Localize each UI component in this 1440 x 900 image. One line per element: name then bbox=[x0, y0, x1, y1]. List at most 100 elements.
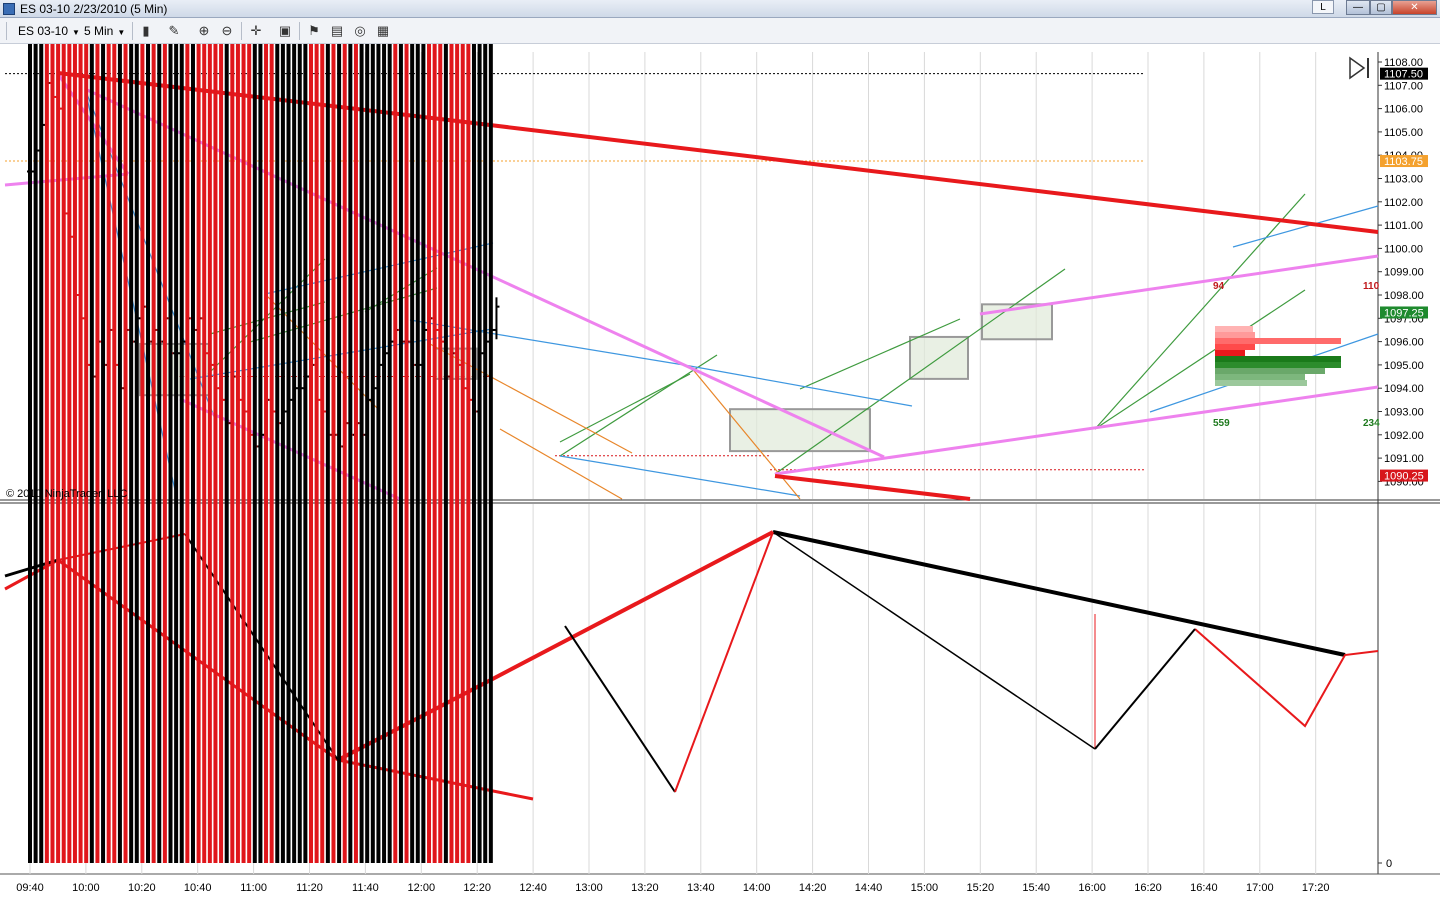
instrument-selector[interactable]: ES 03-10 ▼ bbox=[18, 23, 80, 39]
indicator-icon[interactable]: ▤ bbox=[330, 23, 344, 38]
volume-bar bbox=[488, 44, 493, 863]
channel-line bbox=[799, 318, 961, 390]
volume-bar bbox=[370, 44, 375, 863]
price-marker bbox=[1380, 306, 1428, 319]
volume-bar bbox=[78, 44, 83, 863]
time-tick-label: 12:00 bbox=[408, 882, 436, 894]
volume-bar bbox=[33, 44, 38, 863]
annotation-label: 559 bbox=[1213, 418, 1230, 429]
play-icon bbox=[1349, 56, 1366, 80]
volume-bar bbox=[376, 44, 381, 863]
volume-bar bbox=[72, 44, 77, 863]
time-tick-label: 14:40 bbox=[855, 882, 883, 894]
time-tick-label: 14:20 bbox=[799, 882, 827, 894]
link-button[interactable]: L bbox=[1312, 0, 1334, 14]
channel-line bbox=[559, 354, 718, 457]
volume-bar bbox=[101, 44, 106, 863]
volume-bar bbox=[286, 44, 291, 863]
toolbar-grip bbox=[6, 22, 7, 40]
volume-bar bbox=[202, 44, 207, 863]
price-marker-label: 1097.25 bbox=[1384, 307, 1424, 319]
volume-bar bbox=[207, 44, 212, 863]
volume-bar bbox=[146, 44, 151, 863]
volume-bar bbox=[134, 44, 139, 863]
time-tick-label: 11:40 bbox=[352, 882, 379, 894]
volume-bar bbox=[280, 44, 285, 863]
volume-bar bbox=[303, 44, 308, 863]
annotation-label: 94 bbox=[1213, 281, 1225, 292]
volume-bar bbox=[129, 44, 134, 863]
volume-bar bbox=[438, 44, 443, 863]
trend-line-red bbox=[774, 474, 971, 501]
volume-zigzag-line bbox=[337, 530, 774, 762]
volume-profile-bar bbox=[1215, 344, 1255, 350]
volume-bar bbox=[224, 44, 229, 863]
channel-line bbox=[1232, 205, 1379, 248]
time-tick-label: 17:20 bbox=[1302, 882, 1330, 894]
volume-profile-bar bbox=[1215, 356, 1341, 362]
price-marker-label: 1090.25 bbox=[1384, 471, 1424, 483]
volume-zigzag-line bbox=[564, 625, 676, 793]
zoom-out-icon[interactable]: ⊖ bbox=[221, 23, 233, 38]
volume-bar bbox=[106, 44, 111, 863]
volume-bar bbox=[123, 44, 128, 863]
volume-bar bbox=[410, 44, 415, 863]
properties-icon[interactable]: ▣ bbox=[278, 23, 292, 38]
price-tick-label: 1108.00 bbox=[1384, 57, 1423, 69]
volume-bar bbox=[117, 44, 122, 863]
volume-bar bbox=[174, 44, 179, 863]
chart-trader-icon[interactable]: ◎ bbox=[354, 23, 366, 38]
toolbar-separator bbox=[241, 22, 242, 40]
price-tick-label: 1093.00 bbox=[1384, 407, 1424, 419]
channel-line bbox=[1094, 193, 1306, 430]
time-tick-label: 10:40 bbox=[184, 882, 212, 894]
chart-area[interactable]: 1108.001107.001106.001105.001104.001103.… bbox=[0, 44, 1440, 900]
crosshair-icon[interactable]: ✛ bbox=[250, 23, 262, 38]
price-tick-label: 1094.00 bbox=[1384, 383, 1424, 395]
volume-bars bbox=[28, 44, 493, 863]
volume-bar bbox=[460, 44, 465, 863]
volume-profile-bar bbox=[1215, 380, 1307, 386]
bar-style-icon[interactable]: ▮ bbox=[142, 23, 150, 38]
volume-profile-bar bbox=[1215, 368, 1325, 374]
volume-bar bbox=[168, 44, 173, 863]
volume-bar bbox=[393, 44, 398, 863]
volume-profile-bar bbox=[1215, 374, 1305, 380]
volume-bar bbox=[365, 44, 370, 863]
instrument-label: ES 03-10 bbox=[18, 24, 69, 38]
price-marker-label: 1107.50 bbox=[1384, 69, 1423, 81]
volume-bar bbox=[432, 44, 437, 863]
time-tick-label: 13:00 bbox=[575, 882, 603, 894]
app-icon bbox=[3, 3, 15, 15]
minimize-button[interactable]: — bbox=[1346, 0, 1370, 15]
price-tick-label: 1100.00 bbox=[1384, 243, 1423, 255]
volume-bar bbox=[404, 44, 409, 863]
strategy-icon[interactable]: ⚑ bbox=[308, 23, 320, 38]
volume-bar bbox=[112, 44, 117, 863]
zoom-in-icon[interactable]: ⊕ bbox=[198, 23, 210, 38]
volume-bar bbox=[337, 44, 342, 863]
price-tick-label: 1099.00 bbox=[1384, 267, 1424, 279]
drawing-tool-icon[interactable]: ✎ bbox=[168, 23, 180, 38]
data-box-icon[interactable]: ▦ bbox=[376, 23, 390, 38]
volume-bar bbox=[275, 44, 280, 863]
price-tick-label: 1092.00 bbox=[1384, 430, 1424, 442]
time-tick-label: 17:00 bbox=[1246, 882, 1274, 894]
volume-axis: 0100002000030000400005000060000700008000… bbox=[1378, 858, 1392, 870]
interval-selector[interactable]: 5 Min ▼ bbox=[84, 23, 125, 39]
volume-bar bbox=[61, 44, 66, 863]
volume-bar bbox=[421, 44, 426, 863]
volume-zigzag-line bbox=[772, 530, 1346, 657]
volume-zigzag-line bbox=[1194, 628, 1379, 728]
volume-bar bbox=[325, 44, 330, 863]
volume-bar bbox=[348, 44, 353, 863]
price-marker bbox=[1380, 469, 1428, 482]
close-button[interactable]: ✕ bbox=[1392, 0, 1437, 15]
volume-bar bbox=[89, 44, 94, 863]
maximize-button[interactable]: ▢ bbox=[1370, 0, 1392, 15]
volume-bar bbox=[230, 44, 235, 863]
price-axis: 1108.001107.001106.001105.001104.001103.… bbox=[1378, 57, 1424, 488]
volume-bar bbox=[331, 44, 336, 863]
time-tick-label: 14:00 bbox=[743, 882, 771, 894]
volume-bar bbox=[190, 44, 195, 863]
